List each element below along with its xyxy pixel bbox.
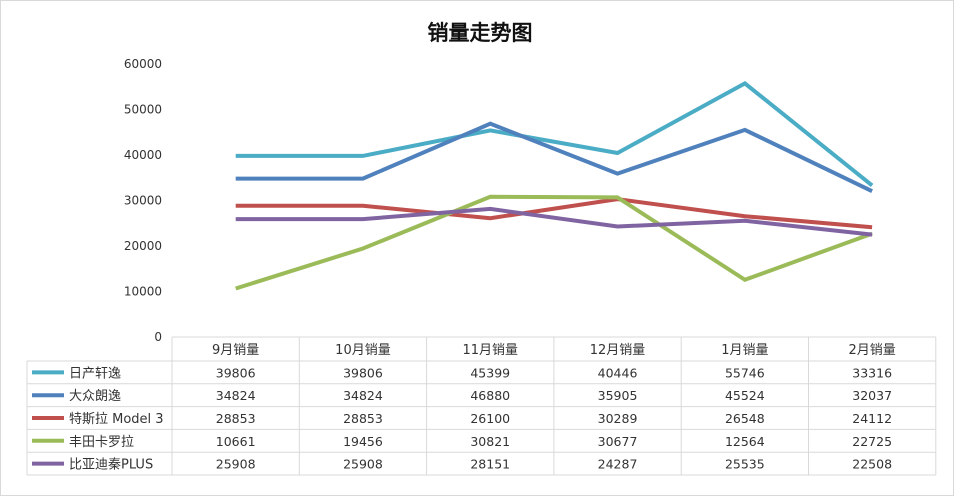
x-tick-label: 11月销量 — [462, 343, 518, 358]
x-tick-label: 1月销量 — [721, 343, 768, 358]
data-label: 46880 — [470, 388, 510, 403]
data-label: 28151 — [470, 457, 510, 472]
data-label: 34824 — [343, 388, 383, 403]
data-label: 25908 — [343, 457, 383, 472]
data-label: 19456 — [343, 434, 383, 449]
data-label: 40446 — [598, 365, 638, 380]
data-label: 26100 — [470, 411, 510, 426]
data-label: 32037 — [852, 388, 892, 403]
data-label: 33316 — [852, 365, 892, 380]
y-tick-label: 30000 — [124, 194, 162, 208]
data-label: 28853 — [216, 411, 256, 426]
x-tick-label: 2月销量 — [849, 343, 896, 358]
legend-label: 日产轩逸 — [69, 366, 121, 381]
y-axis: 0 10000 20000 30000 40000 50000 60000 — [124, 57, 162, 344]
legend-label: 比亚迪秦PLUS — [69, 458, 153, 473]
series-line — [235, 206, 873, 237]
data-label: 55746 — [725, 365, 765, 380]
data-label: 45399 — [470, 365, 510, 380]
legend-label: 丰田卡罗拉 — [69, 435, 134, 450]
y-tick-label: 60000 — [124, 57, 162, 71]
x-tick-label: 12月销量 — [590, 343, 646, 358]
y-tick-label: 40000 — [124, 148, 162, 162]
data-label: 30289 — [598, 411, 638, 426]
y-tick-label: 0 — [154, 330, 162, 344]
y-tick-label: 20000 — [124, 239, 162, 253]
series-line — [235, 81, 874, 187]
chart-title: 销量走势图 — [428, 21, 533, 45]
data-label: 25535 — [725, 457, 765, 472]
data-label: 22725 — [852, 434, 892, 449]
data-label: 35905 — [598, 388, 638, 403]
data-label: 30821 — [470, 434, 510, 449]
data-label: 39806 — [216, 365, 256, 380]
data-label: 39806 — [343, 365, 383, 380]
data-label: 24112 — [852, 411, 892, 426]
data-label: 12564 — [725, 434, 765, 449]
data-label: 22508 — [852, 457, 892, 472]
data-label: 26548 — [725, 411, 765, 426]
data-label: 34824 — [216, 388, 256, 403]
x-tick-label: 9月销量 — [212, 343, 259, 358]
data-label: 30677 — [598, 434, 638, 449]
series-line — [235, 197, 873, 230]
x-tick-label: 10月销量 — [335, 343, 391, 358]
series-line — [235, 121, 873, 194]
data-label: 45524 — [725, 388, 765, 403]
legend-label: 特斯拉 Model 3 — [69, 412, 164, 427]
series-lines — [235, 81, 874, 291]
y-tick-label: 10000 — [124, 285, 162, 299]
data-label: 28853 — [343, 411, 383, 426]
data-label: 10661 — [216, 434, 256, 449]
series-line — [235, 194, 873, 291]
y-tick-label: 50000 — [124, 103, 162, 117]
legend-label: 大众朗逸 — [69, 389, 121, 404]
data-label: 24287 — [598, 457, 638, 472]
data-label: 25908 — [216, 457, 256, 472]
